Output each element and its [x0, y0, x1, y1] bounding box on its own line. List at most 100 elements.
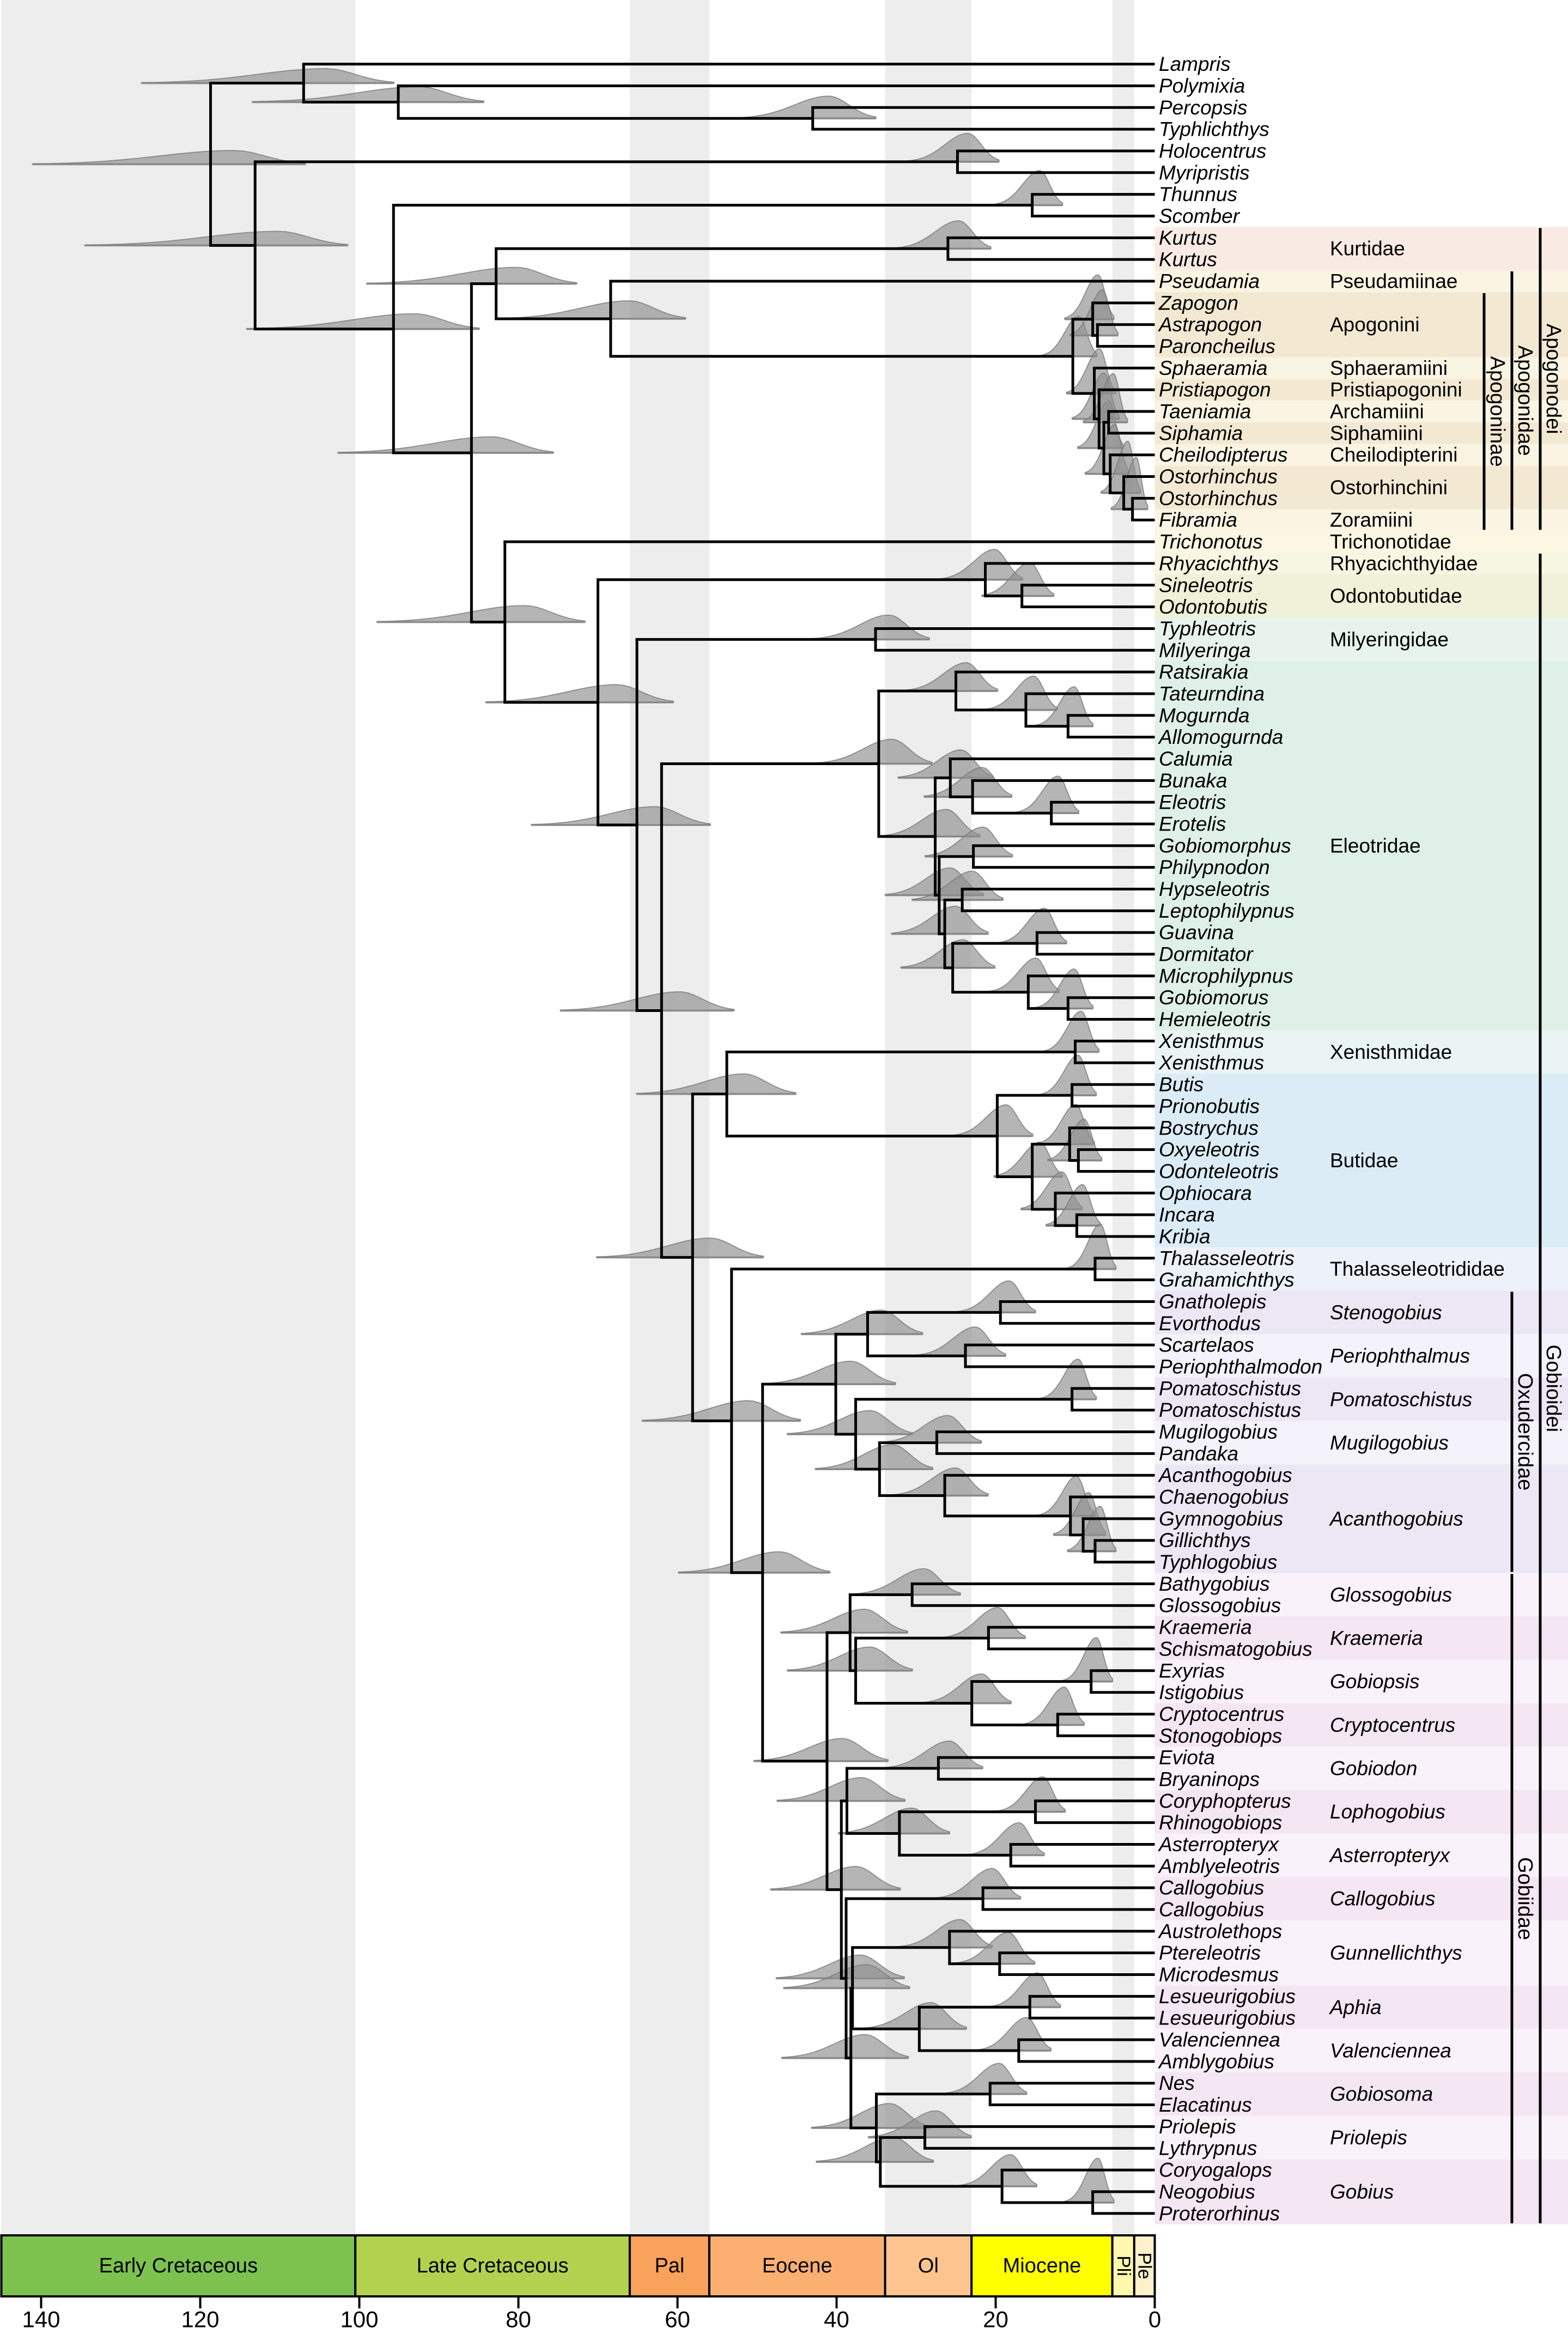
- tip-label: Ptereleotris: [1159, 1942, 1261, 1964]
- clade-brackets: Apogoninae Apogonidae Apogonodei Oxudercida…: [1482, 228, 1565, 2223]
- tip-label: Typhlogobius: [1159, 1551, 1277, 1573]
- tip-label: Paroncheilus: [1159, 335, 1275, 357]
- node-age-density: [736, 95, 877, 119]
- tip-label: Trichonotus: [1159, 531, 1263, 553]
- tip-label: Nes: [1159, 2072, 1195, 2094]
- tip-label: Valenciennea: [1159, 2029, 1280, 2051]
- tip-label: Lesueurigobius: [1159, 2007, 1296, 2029]
- tip-label: Zapogon: [1158, 292, 1238, 314]
- node-age-density: [958, 2154, 1038, 2187]
- family-band: [1154, 1790, 1568, 1834]
- node-age-density: [895, 220, 992, 250]
- tip-label: Neogobius: [1159, 2180, 1255, 2203]
- group-label: Mugilogobius: [1330, 1432, 1449, 1454]
- tip-label: Lesueurigobius: [1159, 1985, 1296, 2008]
- group-label: Xenisthmidae: [1330, 1041, 1452, 1063]
- geologic-period-stripes: [1, 0, 1134, 2235]
- node-age-density: [861, 2002, 968, 2030]
- family-band: [1154, 1877, 1568, 1920]
- tip-label: Eleotris: [1159, 791, 1226, 814]
- node-age-density: [560, 991, 735, 1011]
- axis-tick-label: 80: [506, 2307, 531, 2328]
- family-band: [1154, 553, 1568, 574]
- timescale-period-label: Eocene: [762, 2254, 832, 2277]
- node-age-density: [952, 1104, 1034, 1137]
- family-band: [1154, 1747, 1568, 1790]
- tip-label: Hemieleotris: [1159, 1008, 1271, 1030]
- node-age-density: [900, 939, 996, 968]
- family-band: [1154, 531, 1568, 553]
- tip-label: Bryaninops: [1159, 1768, 1260, 1790]
- node-age-density: [770, 1866, 901, 1890]
- family-band: [1154, 1074, 1568, 1247]
- node-age-density: [246, 313, 480, 330]
- tip-label: Prionobutis: [1159, 1095, 1260, 1117]
- tip-label: Acanthogobius: [1158, 1464, 1292, 1487]
- period-stripe-ol: [885, 0, 972, 2235]
- node-age-density: [763, 1360, 896, 1385]
- node-age-density: [376, 605, 586, 623]
- node-age-density: [883, 1740, 983, 1769]
- family-band: [1154, 1573, 1568, 1617]
- tip-label: Philypnodon: [1159, 856, 1270, 878]
- tip-label: Butis: [1159, 1074, 1204, 1096]
- tip-label: Cryptocentrus: [1159, 1703, 1284, 1725]
- node-age-density: [904, 662, 999, 692]
- tip-label: Pristiapogon: [1159, 379, 1271, 401]
- tip-label: Austrolethops: [1158, 1920, 1282, 1942]
- node-age-density: [500, 300, 686, 319]
- tip-label: Bostrychus: [1159, 1117, 1259, 1139]
- group-label: Acanthogobius: [1329, 1507, 1463, 1530]
- node-age-density: [999, 907, 1067, 944]
- family-band: [1154, 401, 1568, 422]
- tip-label: Callogobius: [1159, 1899, 1264, 1921]
- node-age-density: [1067, 1223, 1117, 1270]
- node-age-density: [678, 1551, 831, 1573]
- node-age-density: [1040, 1358, 1097, 1400]
- period-stripe-pal: [629, 0, 709, 2235]
- geologic-timescale-bar: Early Cretaceous Late Cretaceous Pal Eocene…: [0, 2234, 1156, 2297]
- tip-label: Pandaka: [1159, 1442, 1238, 1465]
- tip-label: Holocentrus: [1159, 140, 1266, 162]
- family-band: [1154, 1421, 1568, 1465]
- tip-label: Evorthodus: [1159, 1312, 1261, 1335]
- tip-label: Exyrias: [1159, 1659, 1225, 1682]
- node-age-density: [776, 1777, 906, 1802]
- timescale-period-cell: [628, 2234, 710, 2297]
- tip-label: Leptophilypnus: [1159, 900, 1294, 922]
- tip-label: Callogobius: [1159, 1877, 1264, 1899]
- tip-label: Ratsirakia: [1159, 661, 1249, 683]
- node-age-density: [1023, 1686, 1085, 1726]
- group-label: Pseudamiinae: [1330, 270, 1457, 293]
- tip-label: Fibramia: [1159, 509, 1237, 531]
- node-age-density: [1043, 1010, 1100, 1053]
- family-band: [1154, 292, 1568, 357]
- tip-label: Ostorhinchus: [1159, 487, 1278, 510]
- family-band: [1154, 509, 1568, 531]
- node-age-density: [879, 809, 981, 837]
- group-label: Callogobius: [1330, 1888, 1435, 1910]
- tip-label: Gillichthys: [1159, 1529, 1251, 1551]
- tip-label: Polymixia: [1159, 75, 1245, 97]
- bracket-label: Gobioidei: [1542, 1345, 1565, 1433]
- tip-label: Pomatoschistus: [1159, 1377, 1301, 1399]
- node-age-density: [1064, 2157, 1115, 2203]
- timescale-period-label: Pal: [654, 2254, 684, 2277]
- node-age-density: [84, 231, 349, 246]
- family-band: [1154, 1334, 1568, 1378]
- tip-label: Taeniamia: [1159, 401, 1251, 423]
- tip-label: Tateurndina: [1159, 682, 1265, 705]
- node-age-density: [988, 957, 1060, 993]
- tip-label: Gnatholepis: [1159, 1290, 1266, 1313]
- node-age-density: [815, 1444, 933, 1470]
- tip-label: Lythrypnus: [1159, 2137, 1257, 2160]
- axis-tick-label: 120: [181, 2307, 219, 2328]
- group-label: Stenogobius: [1330, 1301, 1442, 1324]
- tip-label: Microphilypnus: [1159, 965, 1293, 987]
- tip-label: Scartelaos: [1159, 1334, 1254, 1356]
- timescale-period-cell: [970, 2234, 1114, 2297]
- node-age-density: [923, 767, 1013, 798]
- tip-label: Amblygobius: [1158, 2050, 1274, 2072]
- timescale-period-cell: [0, 2234, 357, 2297]
- family-band: [1154, 617, 1568, 662]
